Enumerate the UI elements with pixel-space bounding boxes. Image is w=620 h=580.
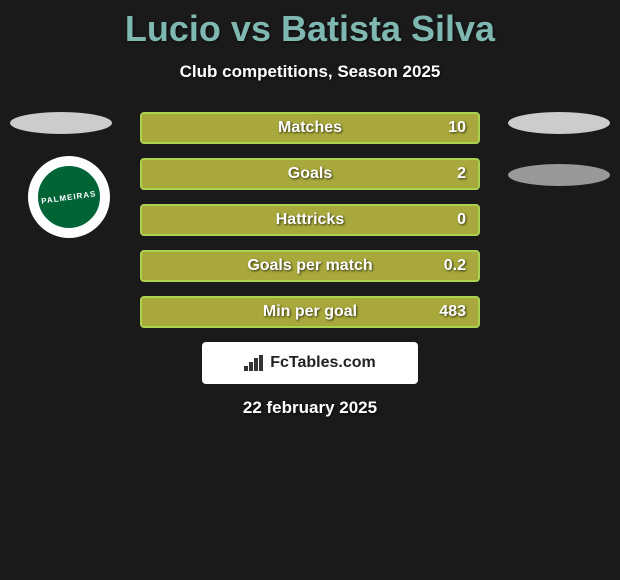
club-name: PALMEIRAS xyxy=(41,189,97,206)
stat-label: Min per goal xyxy=(263,303,357,321)
club-logo: PALMEIRAS xyxy=(28,156,110,238)
stat-value: 2 xyxy=(457,165,466,183)
stat-label: Hattricks xyxy=(276,211,344,229)
stat-value: 483 xyxy=(439,303,466,321)
stats-list: Matches 10 Goals 2 Hattricks 0 Goals per… xyxy=(140,112,480,328)
club-logo-inner: PALMEIRAS xyxy=(35,163,103,231)
player-placeholder-right-2 xyxy=(508,164,610,186)
stat-value: 0 xyxy=(457,211,466,229)
stat-label: Goals xyxy=(288,165,332,183)
page-title: Lucio vs Batista Silva xyxy=(0,0,620,50)
brand-box[interactable]: FcTables.com xyxy=(202,342,418,384)
stat-label: Goals per match xyxy=(247,257,372,275)
stat-row: Matches 10 xyxy=(140,112,480,144)
chart-icon xyxy=(244,355,264,371)
player-placeholder-right-1 xyxy=(508,112,610,134)
stat-value: 10 xyxy=(448,119,466,137)
stat-row: Goals 2 xyxy=(140,158,480,190)
player-placeholder-left xyxy=(10,112,112,134)
stat-label: Matches xyxy=(278,119,342,137)
brand-text: FcTables.com xyxy=(270,354,376,372)
stat-row: Hattricks 0 xyxy=(140,204,480,236)
stat-value: 0.2 xyxy=(444,257,466,275)
stat-row: Goals per match 0.2 xyxy=(140,250,480,282)
comparison-content: PALMEIRAS Matches 10 Goals 2 Hattricks 0… xyxy=(0,112,620,418)
date-text: 22 february 2025 xyxy=(0,398,620,418)
stat-row: Min per goal 483 xyxy=(140,296,480,328)
subtitle: Club competitions, Season 2025 xyxy=(0,62,620,82)
